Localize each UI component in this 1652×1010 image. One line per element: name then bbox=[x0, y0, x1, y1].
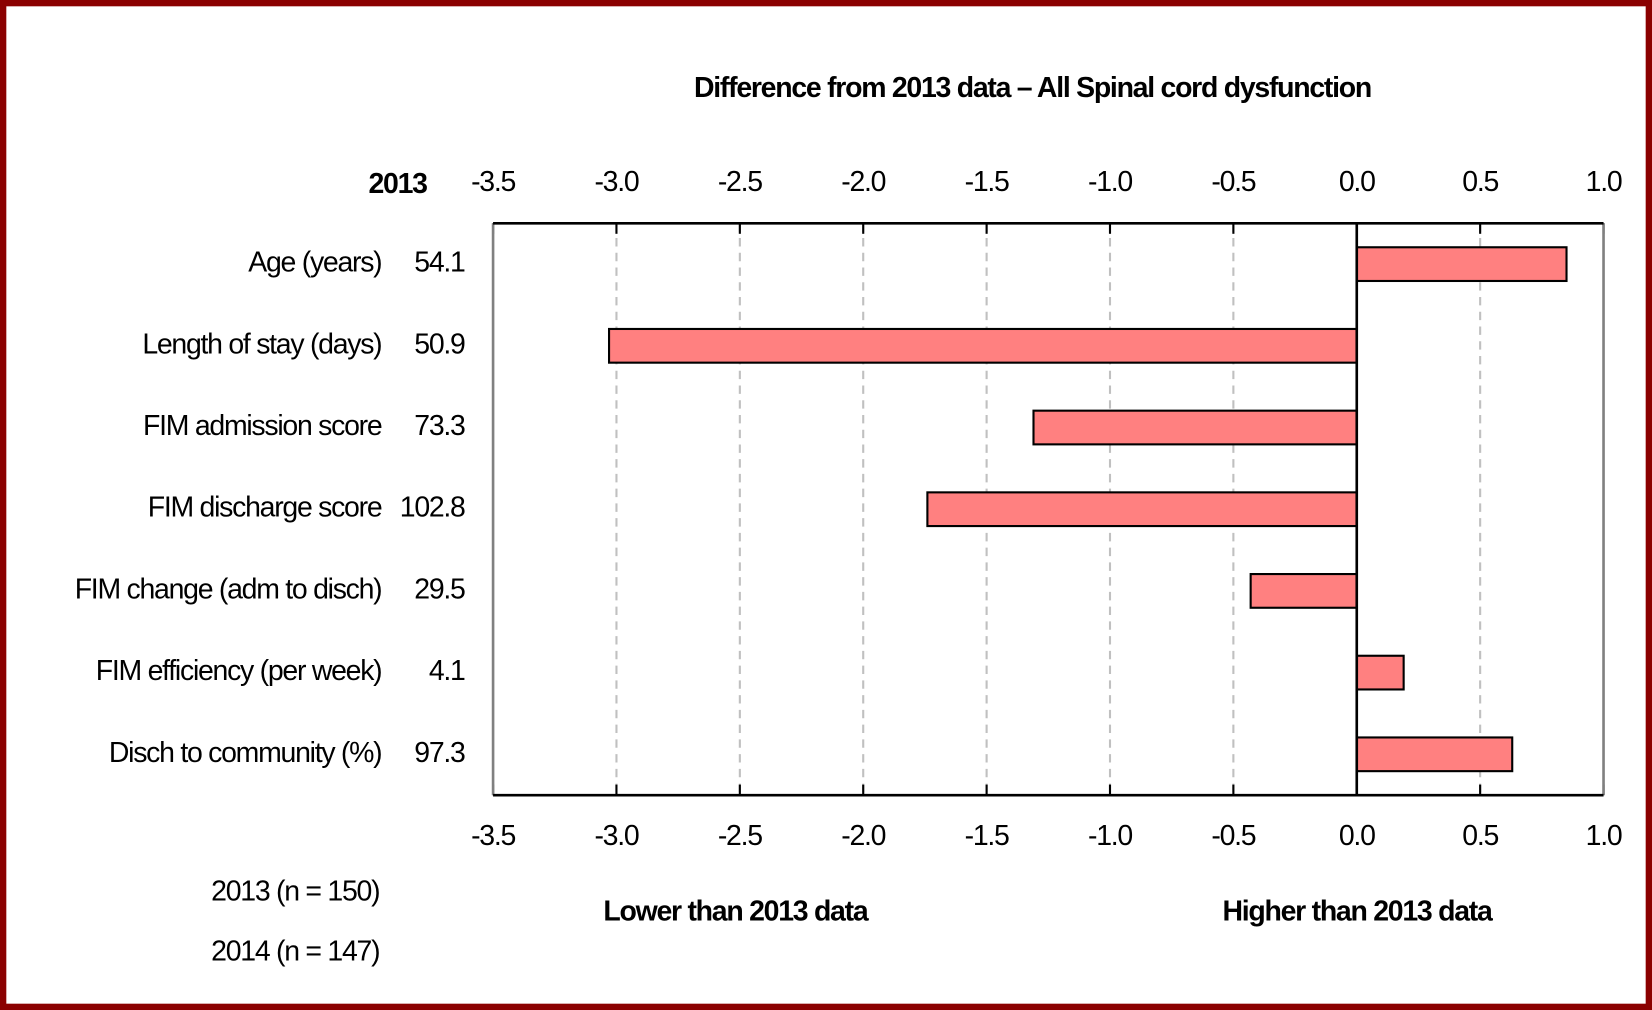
x-tick-label: -1.0 bbox=[1088, 820, 1132, 852]
x-tick-label: 0.0 bbox=[1339, 166, 1375, 198]
bar bbox=[1032, 409, 1358, 446]
table-value: 73.3 bbox=[414, 410, 465, 442]
table-header: 2013 bbox=[368, 168, 427, 200]
x-tick-label: 0.5 bbox=[1462, 820, 1498, 852]
table-value: 50.9 bbox=[414, 328, 465, 360]
table-value: 97.3 bbox=[414, 737, 465, 769]
x-tick-label: -2.5 bbox=[718, 820, 762, 852]
bar bbox=[607, 327, 1358, 364]
x-tick-label: -1.0 bbox=[1088, 166, 1132, 198]
category-label: FIM change (adm to disch) bbox=[75, 573, 382, 605]
x-tick-label: -0.5 bbox=[1211, 166, 1255, 198]
x-tick-label: -3.5 bbox=[471, 166, 515, 198]
x-tick-label: -3.0 bbox=[594, 166, 638, 198]
category-label: FIM admission score bbox=[143, 410, 382, 442]
bar bbox=[1355, 654, 1405, 691]
x-tick-label: -3.0 bbox=[594, 820, 638, 852]
x-tick-label: 1.0 bbox=[1586, 166, 1622, 198]
x-tick-label: -1.5 bbox=[965, 820, 1009, 852]
x-tick-label: -1.5 bbox=[965, 166, 1009, 198]
annotation: Higher than 2013 data bbox=[1222, 896, 1492, 928]
table-value: 102.8 bbox=[400, 492, 465, 524]
bar bbox=[1249, 573, 1358, 609]
bar bbox=[926, 491, 1358, 528]
table-value: 29.5 bbox=[414, 573, 465, 605]
category-label: Length of stay (days) bbox=[142, 328, 381, 360]
chart-title: Difference from 2013 data – All Spinal c… bbox=[694, 72, 1371, 104]
x-tick-label: -2.5 bbox=[718, 166, 762, 198]
bar bbox=[1355, 736, 1514, 773]
category-label: Disch to community (%) bbox=[109, 737, 381, 769]
x-tick-label: 0.5 bbox=[1462, 166, 1498, 198]
x-tick-label: -0.5 bbox=[1211, 820, 1255, 852]
x-tick-label: 1.0 bbox=[1586, 820, 1622, 852]
bar bbox=[1355, 246, 1568, 283]
footnote: 2014 (n = 147) bbox=[211, 936, 379, 968]
table-value: 4.1 bbox=[429, 655, 465, 687]
category-label: FIM discharge score bbox=[148, 492, 382, 524]
footnote: 2013 (n = 150) bbox=[211, 876, 379, 908]
x-tick-label: -2.0 bbox=[841, 820, 885, 852]
x-tick-label: -3.5 bbox=[471, 820, 515, 852]
x-tick-label: 0.0 bbox=[1339, 820, 1375, 852]
table-value: 54.1 bbox=[414, 247, 465, 279]
x-tick-label: -2.0 bbox=[841, 166, 885, 198]
category-label: Age (years) bbox=[248, 247, 381, 279]
category-label: FIM efficiency (per week) bbox=[96, 655, 382, 687]
annotation: Lower than 2013 data bbox=[603, 896, 868, 928]
